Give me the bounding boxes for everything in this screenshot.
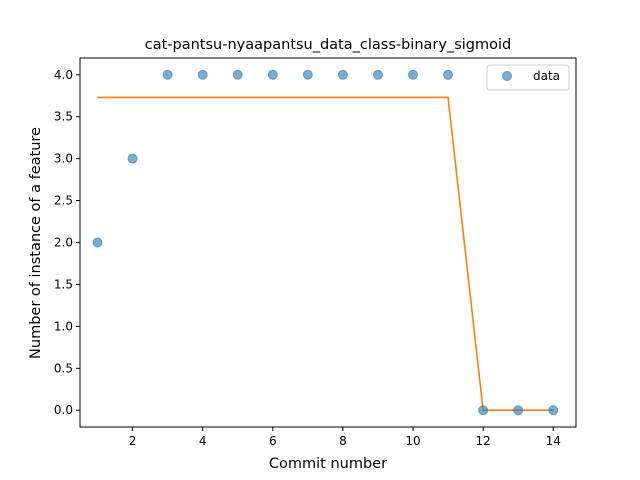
y-tick-label: 3.5: [54, 110, 73, 124]
y-tick-label: 2.0: [54, 236, 73, 250]
chart-title: cat-pantsu-nyaapantsu_data_class-binary_…: [145, 37, 511, 53]
data-point: [337, 69, 348, 80]
data-point: [548, 405, 559, 416]
data-point: [127, 153, 138, 164]
x-tick-label: 10: [405, 434, 420, 448]
data-point: [513, 405, 524, 416]
x-tick-label: 2: [129, 434, 137, 448]
data-point: [162, 69, 173, 80]
data-point: [443, 69, 454, 80]
y-tick-label: 4.0: [54, 68, 73, 82]
data-point: [232, 69, 243, 80]
legend-label-data: data: [533, 69, 560, 83]
x-axis-label: Commit number: [269, 456, 387, 472]
data-point: [197, 69, 208, 80]
y-tick-label: 3.0: [54, 152, 73, 166]
x-tick-label: 4: [199, 434, 207, 448]
y-tick-label: 1.0: [54, 319, 73, 333]
data-point: [267, 69, 278, 80]
x-tick-label: 12: [475, 434, 490, 448]
y-tick-label: 0.0: [54, 403, 73, 417]
y-tick-label: 0.5: [54, 361, 73, 375]
x-tick-label: 14: [546, 434, 561, 448]
plot-area: [92, 69, 559, 416]
data-point: [408, 69, 418, 80]
y-tick-label: 2.5: [54, 194, 73, 208]
data-point: [92, 237, 103, 248]
data-point: [478, 405, 489, 416]
legend: data: [486, 64, 570, 91]
x-tick-label: 6: [269, 434, 277, 448]
data-point: [302, 69, 313, 80]
legend-marker-data: [502, 71, 512, 81]
axes: 2 4 6 8 10 12 14 0.0 0.5 1.0 1.5 2.0 2.5 3.0 3.5 4.0: [54, 68, 561, 448]
fit-line: [97, 96, 554, 412]
y-axis-label: Number of instance of a feature: [28, 127, 44, 359]
y-tick-label: 1.5: [54, 277, 73, 291]
x-tick-label: 8: [339, 434, 347, 448]
data-point: [372, 69, 383, 80]
